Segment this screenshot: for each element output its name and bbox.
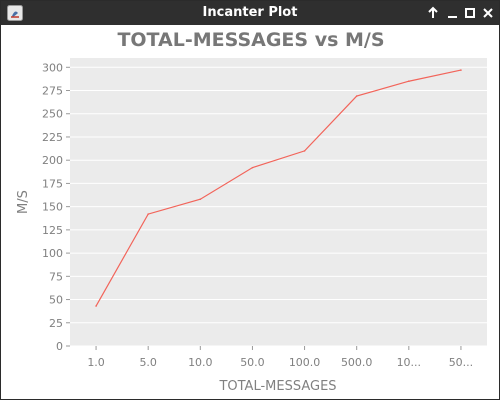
x-axis-label: TOTAL-MESSAGES — [218, 379, 336, 394]
data-point — [199, 198, 202, 201]
y-tick-label: 250 — [42, 108, 63, 121]
data-point — [303, 150, 306, 152]
chart-panel: TOTAL-MESSAGES vs M/S 0 25 50 75 100 125 150 17… — [1, 25, 499, 399]
x-tick-label: 100.0 — [289, 356, 321, 369]
chart-title: TOTAL-MESSAGES vs M/S — [117, 29, 384, 51]
data-point — [355, 95, 358, 97]
x-tick-label: 500.0 — [341, 356, 373, 369]
x-tick-label: 10... — [397, 356, 422, 369]
y-tick-label: 75 — [49, 270, 63, 283]
y-tick-label: 50 — [49, 294, 63, 307]
data-point — [460, 69, 462, 71]
gridlines — [70, 66, 487, 347]
x-tick-label: 50.0 — [240, 356, 265, 369]
x-axis: 1.0 5.0 10.0 50.0 100.0 500.0 10... 50... — [87, 346, 473, 369]
arrow-up-icon[interactable] — [425, 5, 441, 21]
series-line — [95, 69, 462, 307]
y-tick-label: 0 — [56, 340, 63, 353]
x-tick-label: 1.0 — [87, 356, 105, 369]
plot-area — [70, 58, 487, 346]
title-bar[interactable]: Incanter Plot — [1, 1, 499, 25]
y-axis: 0 25 50 75 100 125 150 175 200 225 250 275 300 — [42, 61, 70, 353]
y-tick-label: 25 — [49, 317, 63, 330]
data-point — [95, 305, 97, 307]
y-tick-label: 100 — [42, 247, 63, 260]
window-title: Incanter Plot — [202, 5, 298, 20]
data-point — [408, 80, 410, 83]
y-axis-label: M/S — [16, 190, 31, 214]
data-point — [251, 166, 254, 169]
y-tick-label: 275 — [42, 85, 63, 98]
x-tick-label: 10.0 — [188, 356, 213, 369]
java-app-icon[interactable] — [7, 5, 23, 21]
y-tick-label: 225 — [42, 131, 63, 144]
y-tick-label: 150 — [42, 201, 63, 214]
close-icon[interactable] — [480, 5, 496, 21]
minimize-icon[interactable] — [445, 5, 461, 21]
y-tick-label: 200 — [42, 154, 63, 167]
y-tick-label: 175 — [42, 177, 63, 190]
series-layer — [95, 69, 462, 307]
line-chart: TOTAL-MESSAGES vs M/S 0 25 50 75 100 125 150 17… — [16, 29, 487, 394]
restore-icon[interactable] — [462, 5, 478, 21]
data-point — [147, 213, 149, 215]
x-tick-label: 50... — [449, 356, 474, 369]
y-tick-label: 125 — [42, 224, 63, 237]
x-tick-label: 5.0 — [139, 356, 157, 369]
y-tick-label: 300 — [42, 61, 63, 74]
